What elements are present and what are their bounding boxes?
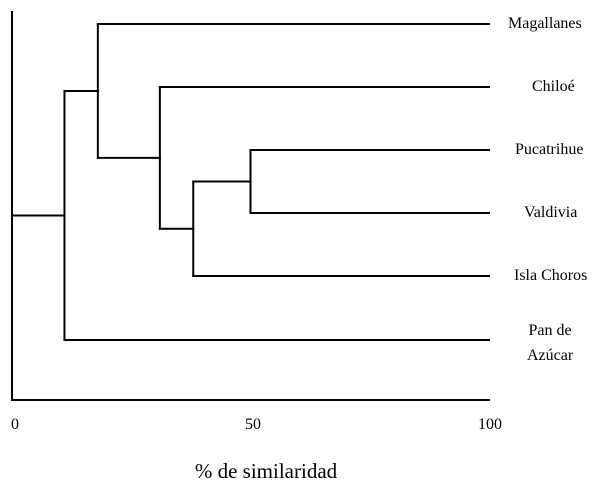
- x-axis-title: % de similaridad: [194, 459, 338, 483]
- leaf-label-pucatrihue: Pucatrihue: [515, 141, 584, 158]
- x-tick-label-100: 100: [478, 416, 502, 433]
- leaf-label-pan-de-azucar: Pan de Azúcar: [527, 322, 574, 364]
- leaf-label-valdivia: Valdivia: [524, 204, 578, 221]
- leaf-label-chiloe: Chiloé: [532, 78, 575, 95]
- x-tick-label-0: 0: [11, 416, 19, 433]
- x-tick-label-50: 50: [245, 416, 261, 433]
- leaf-label-magallanes: Magallanes: [508, 15, 582, 32]
- leaf-label-isla-choros: Isla Choros: [514, 267, 588, 284]
